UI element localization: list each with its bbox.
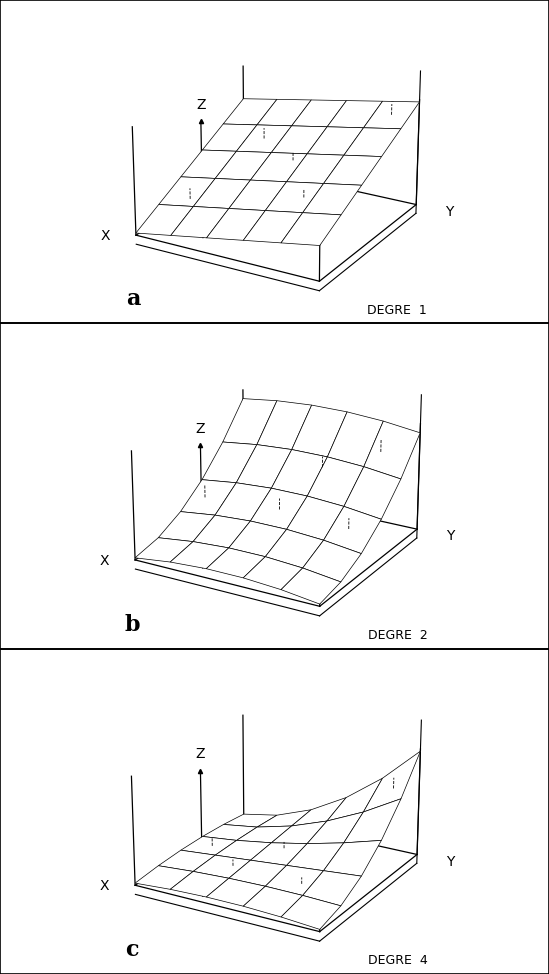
Text: b: b: [125, 614, 141, 636]
Text: DEGRE  4: DEGRE 4: [368, 955, 428, 967]
Text: a: a: [126, 288, 140, 311]
Text: DEGRE  1: DEGRE 1: [367, 304, 427, 317]
Text: DEGRE  2: DEGRE 2: [368, 629, 428, 642]
Text: c: c: [125, 939, 138, 961]
